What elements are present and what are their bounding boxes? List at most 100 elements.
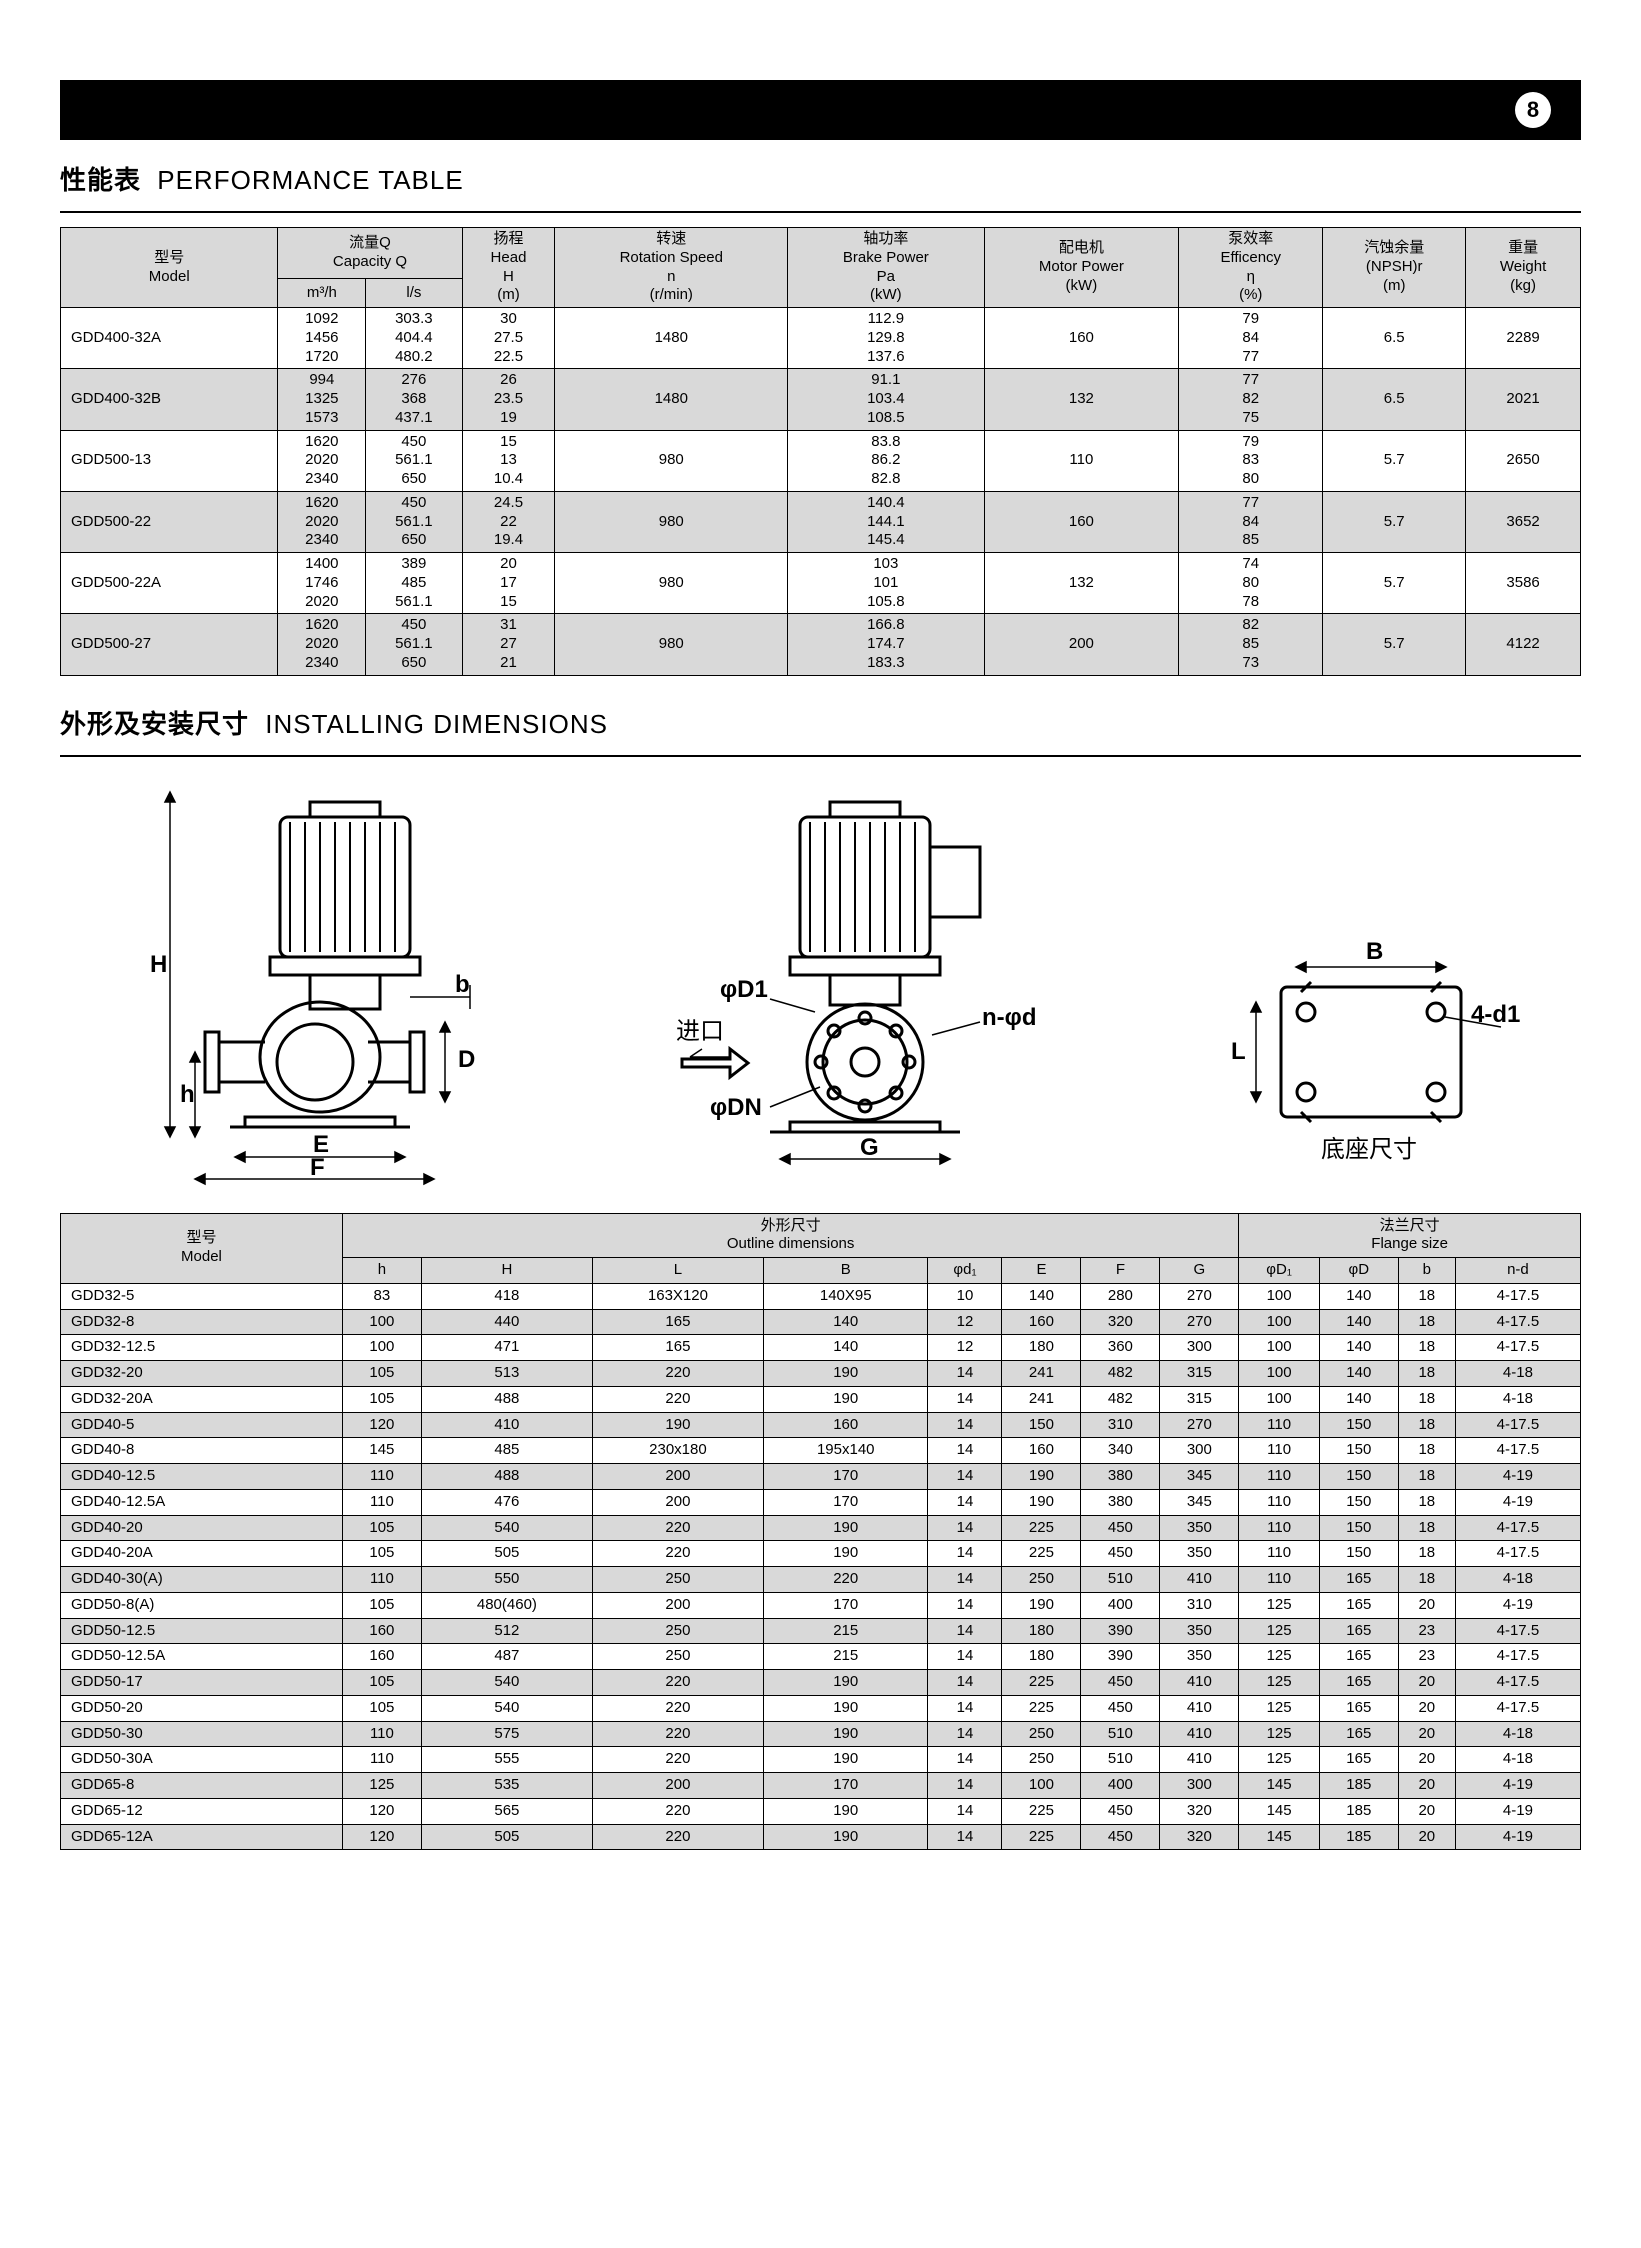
dim-cell: 20 — [1398, 1798, 1455, 1824]
perf-cell: 15 13 10.4 — [462, 430, 555, 491]
perf-title-en: PERFORMANCE TABLE — [157, 165, 463, 195]
hdr-capacity: 流量QCapacity Q — [278, 228, 462, 279]
perf-cell: 24.5 22 19.4 — [462, 491, 555, 552]
dim-cell: 145 — [1239, 1824, 1320, 1850]
dim-row: GDD50-1710554022019014225450410125165204… — [61, 1670, 1581, 1696]
dim-cell: 410 — [1160, 1695, 1239, 1721]
perf-cell: 303.3 404.4 480.2 — [366, 308, 462, 369]
dim-col-hdr: E — [1002, 1258, 1081, 1284]
dim-cell: 160 — [763, 1412, 928, 1438]
perf-cell: 6.5 — [1323, 308, 1466, 369]
dim-col-hdr: B — [763, 1258, 928, 1284]
diagram-front: φD1 φDN n-φd G 进口 — [670, 787, 1070, 1187]
dim-cell: 120 — [342, 1412, 421, 1438]
dim-cell: 165 — [592, 1309, 763, 1335]
perf-cell: 5.7 — [1323, 430, 1466, 491]
perf-cell: 82 85 73 — [1179, 614, 1323, 675]
dim-cell: 20 — [1398, 1695, 1455, 1721]
dim-cell: 4-18 — [1455, 1386, 1580, 1412]
dim-cell: 14 — [928, 1567, 1002, 1593]
lbl-h: h — [180, 1081, 195, 1108]
dim-row: GDD50-8(A)105480(460)2001701419040031012… — [61, 1592, 1581, 1618]
perf-cell: 79 84 77 — [1179, 308, 1323, 369]
dim-row: GDD32-20A1054882201901424148231510014018… — [61, 1386, 1581, 1412]
dim-cell: 250 — [592, 1618, 763, 1644]
perf-cell: 6.5 — [1323, 369, 1466, 430]
inst-title-en: INSTALLING DIMENSIONS — [265, 709, 608, 739]
perf-cell: 2289 — [1466, 308, 1581, 369]
dim-cell: 220 — [592, 1747, 763, 1773]
dim-cell: 14 — [928, 1721, 1002, 1747]
dim-cell: 14 — [928, 1747, 1002, 1773]
lbl-H: H — [150, 951, 167, 978]
dim-cell: 200 — [592, 1464, 763, 1490]
dim-row: GDD32-810044016514012160320270100140184-… — [61, 1309, 1581, 1335]
dim-cell: 220 — [592, 1824, 763, 1850]
dim-cell: GDD40-20 — [61, 1515, 343, 1541]
dimensions-table: 型号Model 外形尺寸Outline dimensions 法兰尺寸Flang… — [60, 1213, 1581, 1851]
dim-cell: GDD50-12.5 — [61, 1618, 343, 1644]
dim-cell: 350 — [1160, 1644, 1239, 1670]
dim-cell: 482 — [1081, 1361, 1160, 1387]
perf-cell: 166.8 174.7 183.3 — [788, 614, 984, 675]
dim-cell: 160 — [342, 1618, 421, 1644]
perf-cell: 31 27 21 — [462, 614, 555, 675]
perf-cell: 110 — [984, 430, 1179, 491]
dim-cell: 300 — [1160, 1438, 1239, 1464]
dim-cell: 510 — [1081, 1721, 1160, 1747]
dim-cell: 150 — [1319, 1541, 1398, 1567]
dim-cell: 23 — [1398, 1644, 1455, 1670]
dim-cell: 180 — [1002, 1335, 1081, 1361]
dim-cell: 125 — [1239, 1670, 1320, 1696]
dim-cell: 450 — [1081, 1515, 1160, 1541]
dim-cell: GDD50-17 — [61, 1670, 343, 1696]
dim-cell: 510 — [1081, 1747, 1160, 1773]
hdr-weight: 重量Weight(kg) — [1466, 228, 1581, 308]
dim-hdr-flange: 法兰尺寸Flange size — [1239, 1213, 1581, 1258]
hdr-brake: 轴功率Brake PowerPa(kW) — [788, 228, 984, 308]
dim-cell: 23 — [1398, 1618, 1455, 1644]
dim-cell: 165 — [592, 1335, 763, 1361]
dim-cell: 165 — [1319, 1695, 1398, 1721]
dim-cell: 220 — [592, 1515, 763, 1541]
dim-cell: 540 — [421, 1695, 592, 1721]
dim-cell: 4-19 — [1455, 1592, 1580, 1618]
perf-cell: 450 561.1 650 — [366, 614, 462, 675]
dim-cell: 510 — [1081, 1567, 1160, 1593]
perf-cell: 450 561.1 650 — [366, 430, 462, 491]
dim-cell: 125 — [1239, 1618, 1320, 1644]
perf-cell: GDD400-32B — [61, 369, 278, 430]
perf-cell: 26 23.5 19 — [462, 369, 555, 430]
dim-cell: 120 — [342, 1824, 421, 1850]
dim-col-hdr: b — [1398, 1258, 1455, 1284]
dim-cell: 200 — [592, 1773, 763, 1799]
perf-cell: 2650 — [1466, 430, 1581, 491]
dim-cell: 14 — [928, 1515, 1002, 1541]
dim-cell: GDD50-12.5A — [61, 1644, 343, 1670]
dim-cell: 190 — [763, 1670, 928, 1696]
dim-cell: 225 — [1002, 1515, 1081, 1541]
dim-cell: 140 — [763, 1309, 928, 1335]
dim-cell: 4-18 — [1455, 1361, 1580, 1387]
dim-cell: 440 — [421, 1309, 592, 1335]
dim-cell: 575 — [421, 1721, 592, 1747]
dim-cell: 471 — [421, 1335, 592, 1361]
dim-cell: 14 — [928, 1618, 1002, 1644]
hdr-m3h: m³/h — [278, 279, 366, 308]
dim-cell: 4-17.5 — [1455, 1309, 1580, 1335]
dim-cell: 150 — [1319, 1515, 1398, 1541]
lbl-phiD1: φD1 — [720, 976, 768, 1003]
dim-row: GDD50-12.5160512250215141803903501251652… — [61, 1618, 1581, 1644]
dim-cell: 170 — [763, 1773, 928, 1799]
dim-cell: 4-19 — [1455, 1824, 1580, 1850]
dim-cell: 410 — [1160, 1747, 1239, 1773]
lbl-b: b — [455, 971, 470, 998]
dim-cell: 110 — [1239, 1567, 1320, 1593]
dim-cell: 535 — [421, 1773, 592, 1799]
dim-cell: 18 — [1398, 1515, 1455, 1541]
dim-cell: GDD32-12.5 — [61, 1335, 343, 1361]
dim-cell: 485 — [421, 1438, 592, 1464]
header-bar: 8 — [60, 80, 1581, 140]
dim-cell: 450 — [1081, 1695, 1160, 1721]
dim-row: GDD40-20A1055052201901422545035011015018… — [61, 1541, 1581, 1567]
